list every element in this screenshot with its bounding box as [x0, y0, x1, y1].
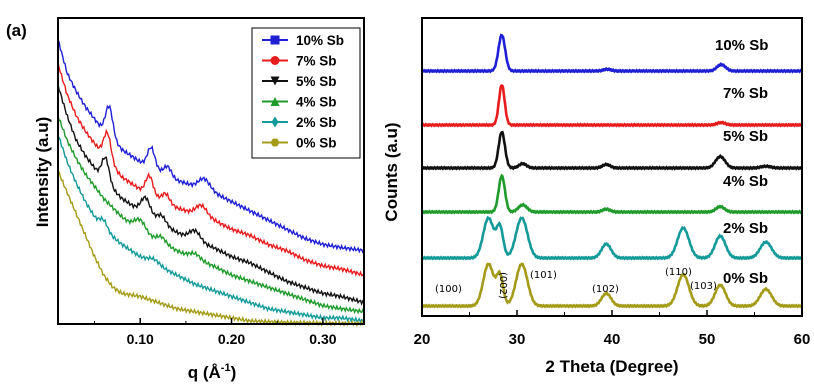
- xrd-series-label-2pct: 2% Sb: [723, 220, 768, 237]
- xrd-series-label-10pct: 10% Sb: [715, 37, 768, 54]
- legend-box: [251, 27, 361, 159]
- right-x-tick-label: 50: [699, 331, 716, 348]
- right-x-ticks: 20 30 40 50 60: [414, 310, 811, 348]
- xrd-line-5pct: [420, 130, 804, 171]
- left-x-label-close: ): [231, 363, 237, 382]
- left-x-label-sup: -1: [221, 362, 231, 374]
- xrd-series-label-7pct: 7% Sb: [723, 85, 768, 102]
- right-x-tick-label: 60: [794, 331, 811, 348]
- right-x-axis-label: 2 Theta (Degree): [545, 357, 678, 376]
- saxs-line-5pct: [57, 83, 365, 306]
- legend-marker-7pct: [270, 56, 280, 65]
- xrd-line-7pct: [421, 84, 803, 128]
- hkl-label-002: (002): [497, 272, 508, 299]
- xrd-line-4pct: [421, 173, 803, 215]
- left-x-label-main: q (Å: [188, 363, 221, 382]
- left-series-group: [57, 39, 365, 328]
- xrd-series-label-4pct: 4% Sb: [723, 173, 768, 190]
- saxs-line-4pct: [57, 115, 365, 315]
- right-y-axis-label: Counts (a.u): [382, 122, 401, 221]
- left-x-axis-label: q (Å-1): [188, 362, 237, 382]
- left-x-tick-label: 0.20: [218, 331, 245, 347]
- right-hkl-annotations: (100) (002) (101) (102) (110) (103): [435, 267, 717, 299]
- panel-label-a: (a): [6, 21, 27, 40]
- saxs-line-7pct: [57, 62, 365, 277]
- xrd-line-2pct: [421, 215, 803, 261]
- legend-marker-10pct: [270, 35, 280, 45]
- legend-label-10pct: 10% Sb: [296, 33, 344, 48]
- legend-label-5pct: 5% Sb: [296, 74, 337, 89]
- saxs-line-10pct: [57, 39, 365, 254]
- legend-label-4pct: 4% Sb: [296, 95, 337, 110]
- hkl-label-100: (100): [435, 284, 462, 295]
- right-series-labels: 10% Sb 7% Sb 5% Sb 4% Sb 2% Sb 0% Sb: [715, 37, 768, 287]
- hkl-label-110: (110): [665, 267, 692, 278]
- hkl-label-101: (101): [530, 270, 557, 281]
- hkl-label-103: (103): [690, 281, 717, 292]
- saxs-line-0pct: [57, 171, 365, 328]
- right-x-tick-label: 40: [604, 331, 621, 348]
- left-plot-frame: [57, 17, 365, 325]
- xrd-line-10pct: [421, 33, 803, 74]
- left-x-tick-label: 0.30: [309, 331, 336, 347]
- legend-label-0pct: 0% Sb: [296, 136, 337, 151]
- left-x-tick-label: 0.10: [127, 331, 154, 347]
- right-x-tick-label: 30: [509, 331, 526, 348]
- legend-label-2pct: 2% Sb: [296, 115, 337, 130]
- left-y-axis-label: Intensity (a.u): [33, 117, 52, 228]
- legend-marker-4pct: [270, 97, 280, 106]
- xrd-series-label-5pct: 5% Sb: [723, 128, 768, 145]
- legend-marker-0pct: [270, 138, 280, 147]
- legend-marker-5pct: [270, 76, 280, 86]
- legend-marker-2pct: [271, 116, 279, 128]
- xrd-series-label-0pct: 0% Sb: [723, 270, 768, 287]
- right-series-group: [420, 33, 804, 309]
- xrd-line-0pct: [420, 262, 804, 309]
- legend: 10% Sb 7% Sb 5% Sb 4% Sb 2% Sb 0% Sb: [251, 27, 361, 159]
- left-panel-saxs: (a) 0.10 0.20 0.30 Intensity (a.u) q (Å-1)…: [6, 17, 365, 382]
- right-panel-xrd: 20 30 40 50 60 10% Sb 7% Sb 5% Sb 4% Sb 2% Sb 0% …: [382, 17, 811, 376]
- hkl-label-102: (102): [592, 284, 619, 295]
- right-x-tick-label: 20: [414, 331, 431, 348]
- legend-label-7pct: 7% Sb: [296, 54, 337, 69]
- left-x-ticks: 0.10 0.20 0.30: [94, 318, 337, 347]
- saxs-line-2pct: [57, 135, 365, 325]
